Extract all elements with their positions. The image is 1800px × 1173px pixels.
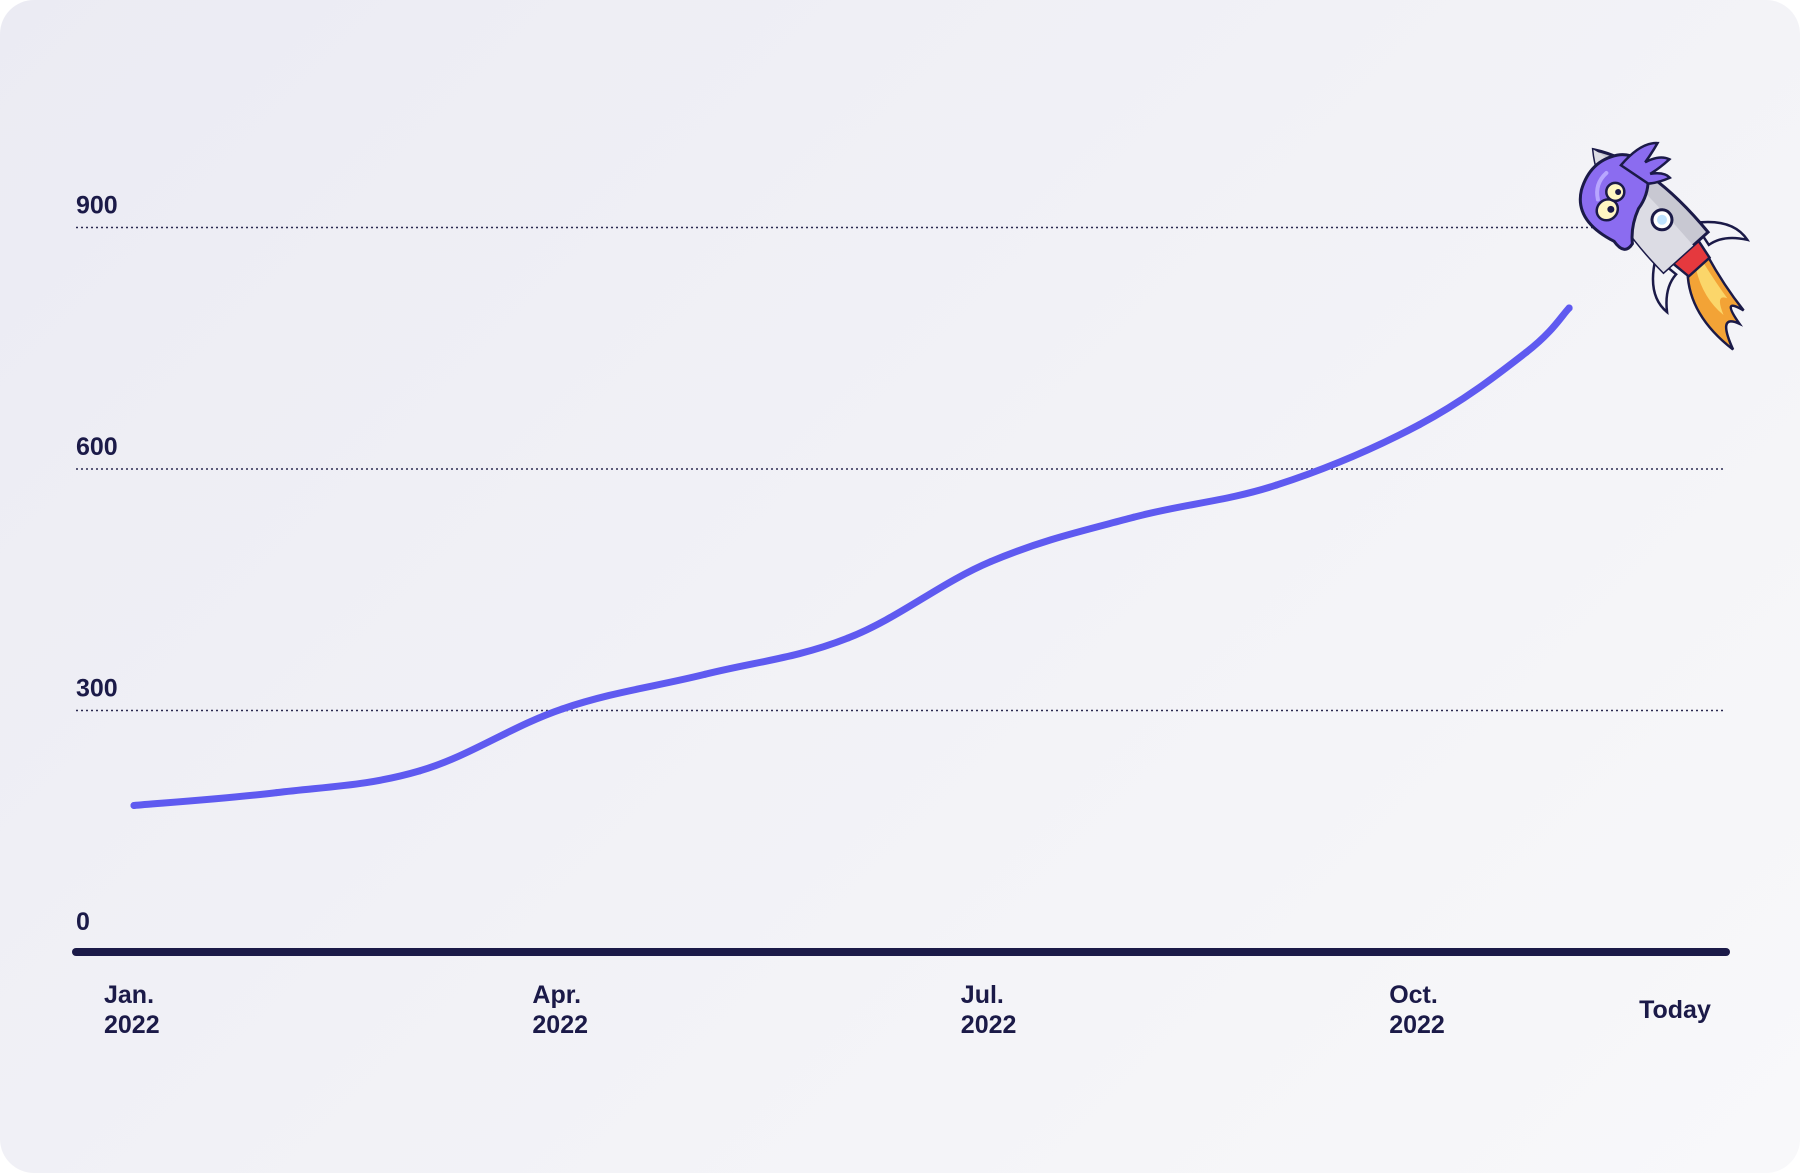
data-point [1130,513,1138,521]
y-axis-ticks: 0 300 600 900 [76,192,118,937]
x-tick-month: Jul. [961,981,1004,1009]
x-tick-month: Jan. [104,981,154,1009]
grid-layer [76,226,1726,712]
rocket-mascot-icon [1578,141,1751,351]
data-point [1415,421,1423,429]
x-tick-label: Jan. 2022 [104,981,160,1039]
x-tick-label: Oct. 2022 [1389,981,1445,1039]
series-line [130,304,1573,809]
y-tick-label: 0 [76,908,90,936]
data-point [1565,304,1573,312]
x-tick-year: 2022 [104,1011,160,1039]
data-point [1522,348,1530,356]
y-tick-label: 300 [76,675,118,703]
x-tick-month: Apr. [532,981,581,1009]
x-tick-label: Today [1639,996,1711,1024]
x-tick-label: Jul. 2022 [961,981,1017,1039]
y-tick-label: 600 [76,433,118,461]
data-point [844,634,852,642]
data-point [701,670,709,678]
data-point [273,789,281,797]
x-tick-month: Oct. [1389,981,1438,1009]
data-point [1272,481,1280,489]
x-tick-year: 2022 [961,1011,1017,1039]
data-point [558,705,566,713]
data-point [130,801,138,809]
x-tick-year: 2022 [532,1011,588,1039]
y-tick-label: 900 [76,192,118,220]
x-tick-label: Apr. 2022 [532,981,588,1039]
x-tick-year: 2022 [1389,1011,1445,1039]
data-point [416,767,424,775]
series-layer [130,304,1573,809]
data-point [987,558,995,566]
